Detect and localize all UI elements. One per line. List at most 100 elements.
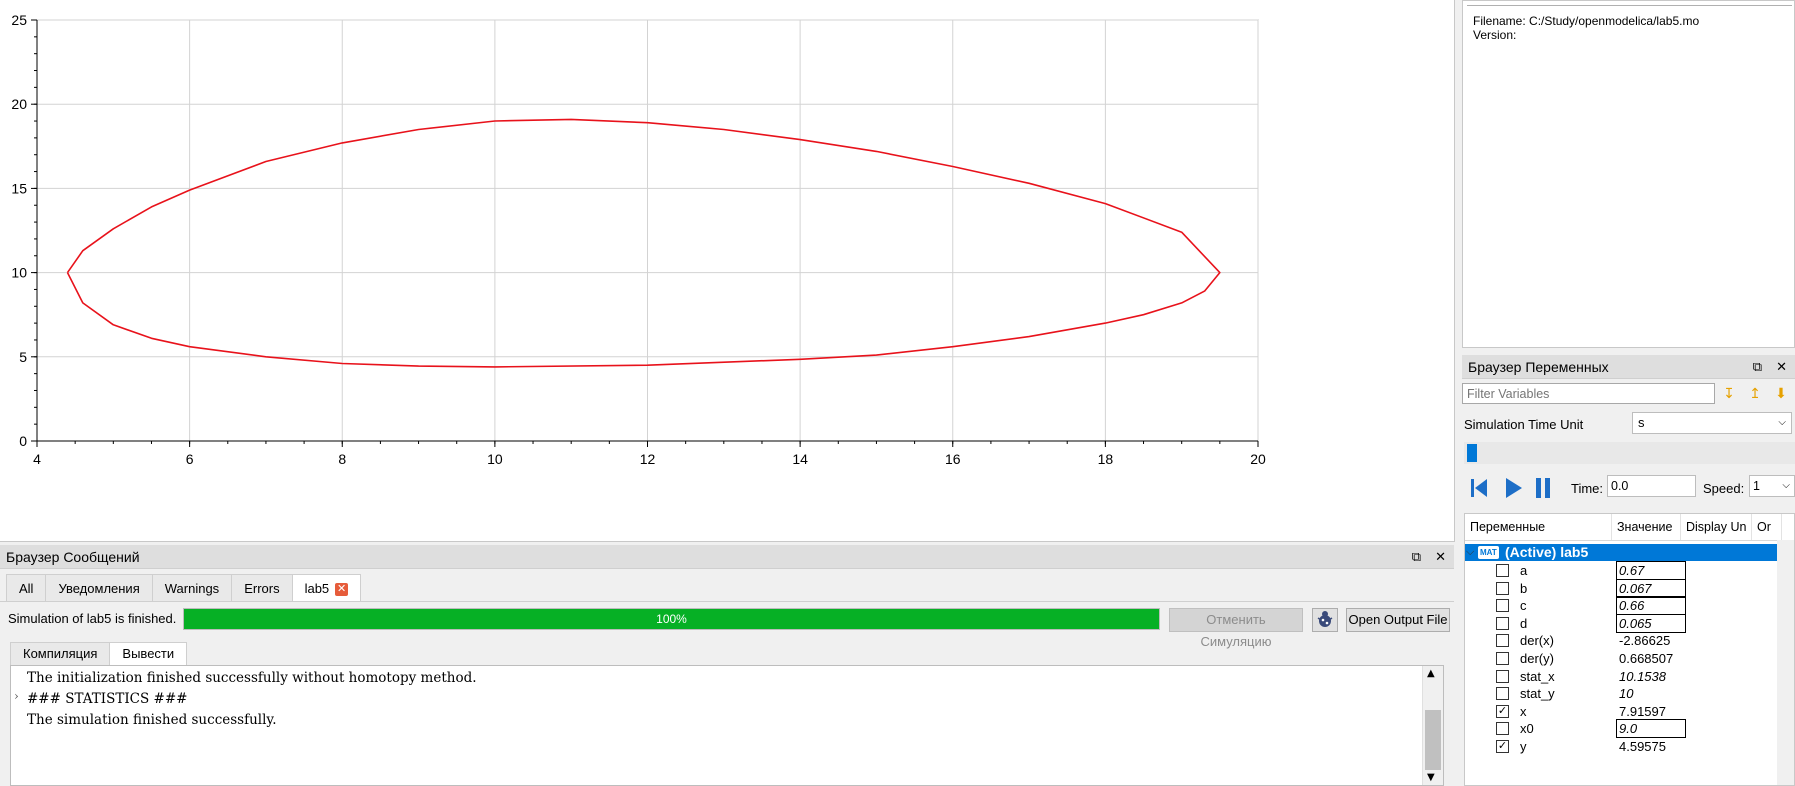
output-scrollbar[interactable]: ▲ ▼ xyxy=(1422,666,1443,785)
plot-panel[interactable]: 4 6 8 10 12 14 16 18 20 0 5 10 15 20 25 xyxy=(0,0,1455,542)
variable-checkbox[interactable] xyxy=(1496,616,1509,630)
tab-errors[interactable]: Errors xyxy=(231,574,293,602)
expand-arrow-icon[interactable]: › xyxy=(14,689,19,703)
column-other-label: Or xyxy=(1757,520,1771,534)
tab-compilation[interactable]: Компиляция xyxy=(10,642,111,665)
y-tick-label: 15 xyxy=(11,180,27,196)
plot-chart[interactable]: 4 6 8 10 12 14 16 18 20 0 5 10 15 20 25 xyxy=(0,0,1454,541)
open-output-file-button[interactable]: Open Output File xyxy=(1346,608,1450,632)
variable-value-input[interactable]: 0.067 xyxy=(1616,578,1686,598)
float-icon[interactable]: ⧉ xyxy=(1411,549,1422,564)
variable-value: -2.86625 xyxy=(1619,633,1671,649)
variable-checkbox[interactable] xyxy=(1496,564,1509,577)
cancel-simulation-button[interactable]: Отменить Симуляцию xyxy=(1169,608,1303,649)
scroll-down-icon[interactable]: ▼ xyxy=(1427,772,1435,783)
collapse-all-icon[interactable]: ↥ xyxy=(1749,385,1761,401)
scroll-up-icon[interactable]: ▲ xyxy=(1427,668,1435,679)
variables-tree[interactable]: Переменные ⌃ Значение Display Un Or ⌵ MA… xyxy=(1464,513,1795,786)
tab-output[interactable]: Вывести xyxy=(109,642,188,665)
debug-button[interactable] xyxy=(1312,608,1338,632)
tab-warnings[interactable]: Warnings xyxy=(151,574,233,602)
active-model-row[interactable]: ⌵ MAT (Active) lab5 xyxy=(1465,544,1777,561)
open-output-file-label: Open Output File xyxy=(1348,612,1448,627)
output-subtabs: Компиляция Вывести xyxy=(10,642,188,665)
variable-row-der-y[interactable]: der(y) 0.668507 xyxy=(1465,650,1777,667)
rewind-icon[interactable] xyxy=(1466,475,1492,501)
column-variables[interactable]: Переменные xyxy=(1465,514,1612,540)
message-tabs: All Уведомления Warnings Errors lab5 ✕ xyxy=(6,574,362,602)
variable-checkbox[interactable] xyxy=(1496,581,1509,595)
tab-warnings-label: Warnings xyxy=(164,581,220,596)
variable-checkbox[interactable] xyxy=(1496,652,1509,665)
variable-row-d[interactable]: d 0.065 xyxy=(1465,613,1777,633)
variable-row-c[interactable]: c 0.66 xyxy=(1465,596,1777,616)
variable-checkbox[interactable] xyxy=(1496,634,1509,648)
column-display-unit[interactable]: Display Un xyxy=(1681,514,1752,540)
variable-name: c xyxy=(1520,598,1527,614)
y-tick-label: 25 xyxy=(11,12,27,28)
play-icon[interactable] xyxy=(1500,475,1526,501)
pause-icon[interactable] xyxy=(1530,475,1556,501)
variable-checkbox[interactable]: ✓ xyxy=(1496,704,1509,718)
collapse-arrow-icon[interactable]: ⌵ xyxy=(1466,546,1475,558)
column-other[interactable]: Or xyxy=(1752,514,1782,540)
close-tab-icon[interactable]: ✕ xyxy=(335,583,349,597)
scroll-thumb[interactable] xyxy=(1425,710,1441,770)
column-variables-label: Переменные xyxy=(1470,520,1546,534)
series-line xyxy=(66,118,1221,368)
variable-row-stat_y[interactable]: stat_y 10 xyxy=(1465,685,1777,702)
variable-checkbox[interactable]: ✓ xyxy=(1496,740,1509,753)
close-icon[interactable]: ✕ xyxy=(1435,549,1446,564)
variable-row-x[interactable]: ✓ x 7.91597 xyxy=(1465,703,1777,720)
variable-browser: Браузер Переменных ⧉ ✕ ↧ ↥ ⬇ Simulation … xyxy=(1462,355,1795,786)
tab-notifications[interactable]: Уведомления xyxy=(45,574,153,602)
output-line: The simulation finished successfully. xyxy=(27,712,277,728)
output-line: ### STATISTICS ### xyxy=(27,691,188,707)
active-model-label: (Active) lab5 xyxy=(1505,544,1589,560)
variable-row-stat_x[interactable]: stat_x 10.1538 xyxy=(1465,668,1777,685)
arrow-down-icon[interactable]: ⬇ xyxy=(1775,385,1787,401)
variable-checkbox[interactable] xyxy=(1496,722,1509,736)
variable-row-a[interactable]: a 0.67 xyxy=(1465,561,1777,580)
tab-all-label: All xyxy=(19,581,34,596)
variable-name: stat_y xyxy=(1520,686,1555,702)
variable-value-input[interactable]: 0.67 xyxy=(1616,561,1686,580)
y-tick-label: 0 xyxy=(19,433,27,449)
time-slider[interactable] xyxy=(1464,442,1795,464)
tree-scrollbar[interactable] xyxy=(1777,540,1794,785)
x-tick-label: 4 xyxy=(33,451,41,467)
expand-all-icon[interactable]: ↧ xyxy=(1723,385,1735,401)
variable-row-x0[interactable]: x0 9.0 xyxy=(1465,719,1777,739)
speed-select[interactable]: 1 ⌵ xyxy=(1749,475,1795,497)
divider xyxy=(1467,5,1792,6)
float-icon[interactable]: ⧉ xyxy=(1752,359,1763,374)
variable-checkbox[interactable] xyxy=(1496,687,1509,701)
variable-value-input[interactable]: 0.66 xyxy=(1616,596,1686,616)
variable-checkbox[interactable] xyxy=(1496,599,1509,613)
column-value[interactable]: Значение xyxy=(1612,514,1681,540)
variable-row-der-x[interactable]: der(x) -2.86625 xyxy=(1465,632,1777,649)
close-icon[interactable]: ✕ xyxy=(1776,359,1787,374)
output-text-area[interactable]: The initialization finished successfully… xyxy=(10,665,1444,786)
x-tick-label: 20 xyxy=(1250,451,1266,467)
variable-value: 0.668507 xyxy=(1619,651,1674,666)
variable-value-input[interactable]: 0.065 xyxy=(1616,613,1686,633)
speed-value: 1 xyxy=(1753,479,1760,493)
time-input[interactable]: 0.0 xyxy=(1607,475,1696,497)
simulation-time-unit-select[interactable]: s ⌵ xyxy=(1632,412,1792,434)
speed-label: Speed: xyxy=(1703,481,1745,496)
tab-lab5[interactable]: lab5 ✕ xyxy=(291,574,362,602)
variable-value: 10 xyxy=(1619,686,1634,702)
variable-row-b[interactable]: b 0.067 xyxy=(1465,578,1777,598)
tree-header: Переменные ⌃ Значение Display Un Or xyxy=(1465,514,1794,541)
time-slider-handle[interactable] xyxy=(1467,444,1477,462)
filter-variables-input[interactable] xyxy=(1462,383,1715,404)
variable-value-input[interactable]: 9.0 xyxy=(1616,719,1686,739)
tab-compilation-label: Компиляция xyxy=(23,646,98,661)
filename-text: Filename: C:/Study/openmodelica/lab5.mo xyxy=(1473,14,1700,28)
tab-all[interactable]: All xyxy=(6,574,47,602)
version-text: Version: xyxy=(1473,28,1517,42)
variable-checkbox[interactable] xyxy=(1496,669,1509,683)
simulation-time-unit-value: s xyxy=(1638,415,1645,430)
variable-row-y[interactable]: ✓ y 4.59575 xyxy=(1465,738,1777,755)
